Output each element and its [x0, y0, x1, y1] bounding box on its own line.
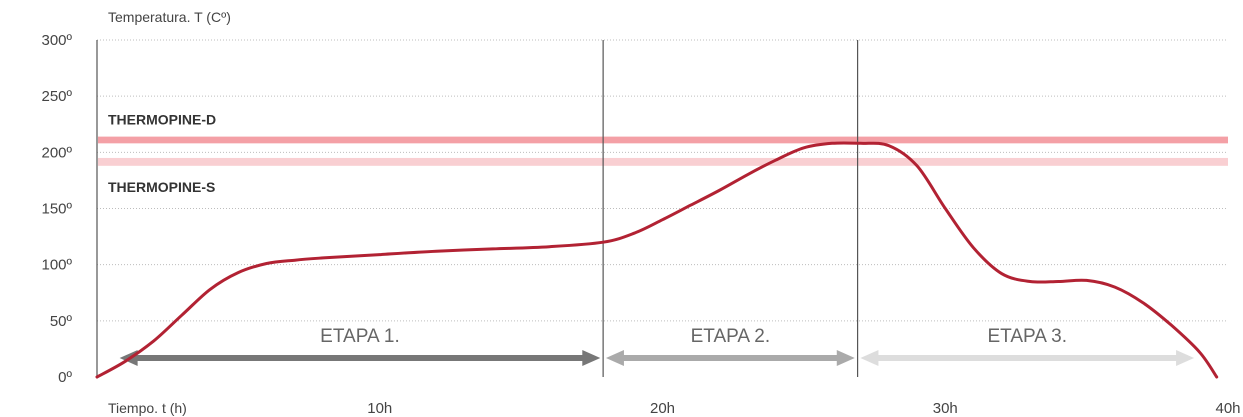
x-tick-label: 30h: [933, 400, 958, 417]
threshold-band-label: THERMOPINE-D: [108, 112, 216, 128]
y-tick-label: 250º: [41, 88, 72, 105]
x-axis-title: Tiempo. t (h): [108, 400, 187, 416]
grid-lines: [97, 39, 1228, 322]
threshold-bands: THERMOPINE-D THERMOPINE-S: [98, 112, 1228, 195]
y-tick-label: 150º: [41, 201, 72, 218]
threshold-band: [98, 157, 1228, 166]
threshold-band-label: THERMOPINE-S: [108, 179, 215, 195]
y-tick-label: 0º: [58, 369, 72, 386]
stage-dividers: [602, 40, 859, 377]
y-tick-label: 300º: [41, 32, 72, 49]
series-lines: [95, 141, 1219, 379]
threshold-band: [98, 136, 1228, 144]
temperature-curve: [95, 141, 1219, 379]
x-tick-label: 10h: [367, 400, 392, 417]
stage-label: ETAPA 2.: [691, 326, 771, 347]
y-tick-label: 200º: [41, 144, 72, 161]
x-tick-label: 20h: [650, 400, 675, 417]
stage-arrow: [860, 350, 1195, 366]
y-tick-label: 50º: [50, 313, 73, 330]
y-axis-title: Temperatura. T (Cº): [108, 9, 231, 25]
x-tick-labels: 10h 20h 30h 40h: [367, 400, 1240, 417]
stage-arrows: ETAPA 1. ETAPA 2. ETAPA 3.: [119, 326, 1195, 366]
x-tick-label: 40h: [1215, 400, 1240, 417]
stage-label: ETAPA 1.: [320, 326, 400, 347]
stage-arrow: [119, 350, 601, 366]
stage-label: ETAPA 3.: [987, 326, 1067, 347]
y-tick-label: 100º: [41, 257, 72, 274]
y-tick-labels: 0º 50º 100º 150º 200º 250º 300º: [41, 32, 72, 386]
stage-arrow: [605, 350, 855, 366]
